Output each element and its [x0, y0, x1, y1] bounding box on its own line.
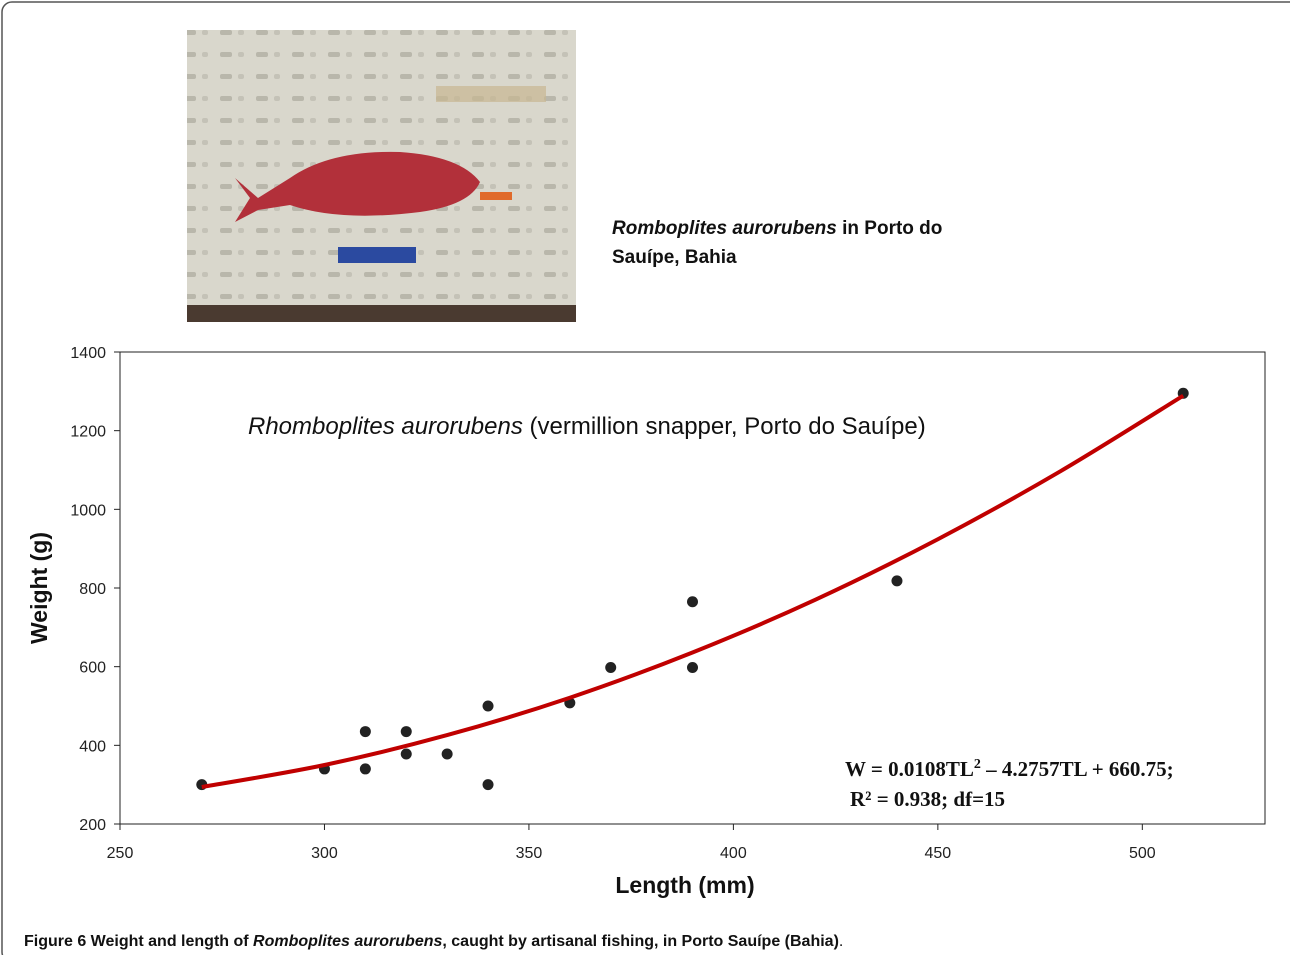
x-tick-label: 300 — [311, 845, 338, 862]
y-axis-label: Weight (g) — [26, 532, 52, 644]
equation-sup: 2 — [974, 757, 981, 772]
y-tick-label: 1200 — [70, 424, 106, 441]
y-tick-label: 800 — [79, 581, 106, 598]
data-point — [441, 748, 453, 760]
photo-caption-line: Sauípe, Bahia — [612, 247, 737, 268]
data-point — [359, 726, 371, 738]
photo — [187, 30, 576, 322]
equation: W = 0.0108TL2 – 4.2757TL + 660.75; — [845, 757, 1174, 781]
x-tick-label: 400 — [720, 845, 747, 862]
data-point — [482, 779, 494, 791]
data-point — [605, 661, 617, 673]
y-tick-label: 400 — [79, 738, 106, 755]
x-tick-label: 500 — [1129, 845, 1156, 862]
data-point — [359, 763, 371, 775]
caption-end: . — [839, 933, 843, 950]
caption-species: Romboplites aurorubens — [253, 933, 442, 950]
x-tick-label: 350 — [516, 845, 543, 862]
y-tick-label: 200 — [79, 817, 106, 834]
equation-lhs: W = 0.0108TL — [845, 757, 974, 781]
chart-marks: 200 400 600 800 1000 1200 1400 250 300 350 400 450 5… — [70, 345, 1189, 862]
data-point — [400, 726, 412, 738]
data-point — [400, 748, 412, 760]
y-tick-label: 1400 — [70, 345, 106, 362]
data-point — [687, 596, 698, 608]
caption-text: Weight and length of — [86, 933, 253, 950]
y-tick-label: 600 — [79, 660, 106, 677]
y-tick-label: 1000 — [70, 502, 106, 519]
fit-curve — [201, 393, 1185, 789]
data-point — [687, 661, 698, 673]
x-axis-label: Length (mm) — [615, 872, 754, 898]
photo-caption-rest: in Porto do — [837, 218, 943, 239]
x-tick-label: 250 — [107, 845, 134, 862]
equation-rhs: – 4.2757TL + 660.75; — [981, 757, 1174, 781]
figure-caption: Figure 6 Weight and length of Romboplite… — [24, 933, 843, 950]
caption-label: Figure 6 — [24, 933, 86, 950]
data-point — [482, 700, 494, 712]
data-point — [891, 575, 903, 587]
equation-stats: R² = 0.938; df=15 — [850, 787, 1005, 811]
title-rest: (vermillion snapper, Porto do Sauípe) — [523, 413, 926, 440]
photo-caption-species: Romboplites aurorubens — [612, 218, 837, 239]
x-tick-label: 450 — [925, 845, 952, 862]
caption-text: , caught by artisanal fishing, in Porto … — [442, 933, 839, 950]
photo-caption: Romboplites aurorubens in Porto do — [612, 218, 942, 239]
title-species: Rhomboplites aurorubens — [248, 413, 523, 440]
chart-title: Rhomboplites aurorubens (vermillion snap… — [248, 413, 926, 440]
